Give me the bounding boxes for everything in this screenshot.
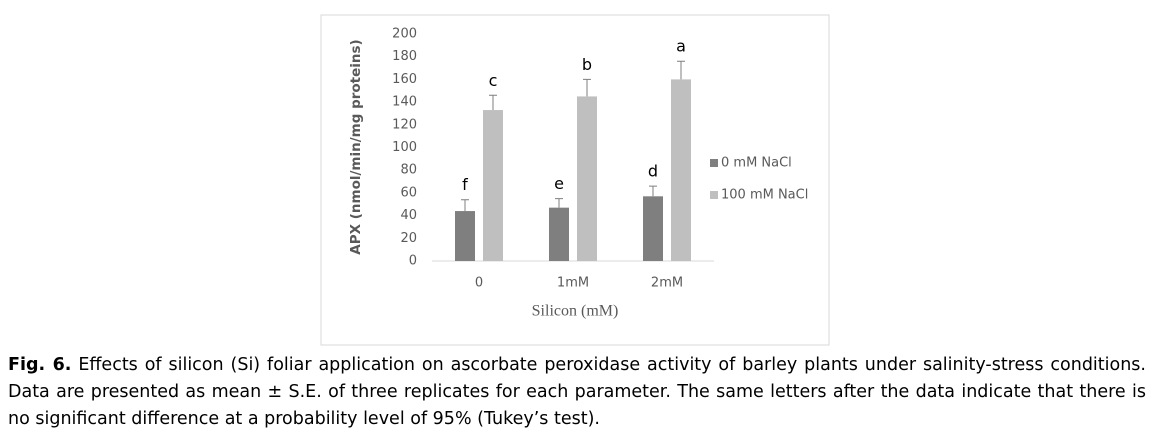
significance-letter: b	[582, 55, 592, 74]
y-tick-label: 160	[392, 72, 417, 87]
significance-letter: c	[489, 71, 498, 90]
y-tick-label: 120	[392, 117, 417, 132]
bar	[483, 110, 503, 261]
error-bar	[555, 198, 563, 208]
error-bar	[583, 78, 591, 97]
error-bar	[677, 60, 685, 80]
significance-letter: f	[462, 175, 468, 194]
legend-swatch	[710, 191, 718, 199]
y-tick-label: 80	[400, 163, 417, 178]
bar	[549, 207, 569, 261]
bar	[671, 79, 691, 262]
bar	[577, 96, 597, 261]
y-tick-label: 140	[392, 95, 417, 110]
x-tick-label: 0	[475, 276, 483, 291]
y-tick-label: 0	[409, 254, 417, 269]
chart: APX (nmol/min/mg proteins) Silicon (mM) …	[320, 14, 830, 346]
error-bar	[649, 185, 657, 197]
bar	[643, 196, 663, 261]
chart-frame	[320, 14, 830, 346]
legend-label: 100 mM NaCl	[721, 188, 808, 203]
significance-letter: d	[648, 162, 658, 181]
y-tick-label: 200	[392, 27, 417, 42]
legend-label: 0 mM NaCl	[721, 156, 792, 171]
bar	[455, 211, 475, 261]
x-axis-label: Silicon (mM)	[532, 303, 619, 320]
y-tick-label: 60	[400, 185, 417, 200]
y-axis-label: APX (nmol/min/mg proteins)	[348, 39, 364, 254]
error-bar	[489, 94, 497, 111]
caption-label: Fig. 6.	[8, 355, 72, 375]
caption: Fig. 6. Effects of silicon (Si) foliar a…	[8, 352, 1146, 433]
x-tick-label: 1mM	[557, 276, 589, 291]
x-tick-label: 2mM	[651, 276, 683, 291]
caption-text: Effects of silicon (Si) foliar applicati…	[8, 355, 1146, 429]
y-tick-label: 40	[400, 208, 417, 223]
error-bar	[461, 199, 469, 212]
y-tick-label: 100	[392, 140, 417, 155]
y-tick-label: 180	[392, 49, 417, 64]
significance-letter: e	[554, 174, 564, 193]
legend-swatch	[710, 159, 718, 167]
significance-letter: a	[676, 37, 686, 56]
y-tick-label: 20	[400, 231, 417, 246]
